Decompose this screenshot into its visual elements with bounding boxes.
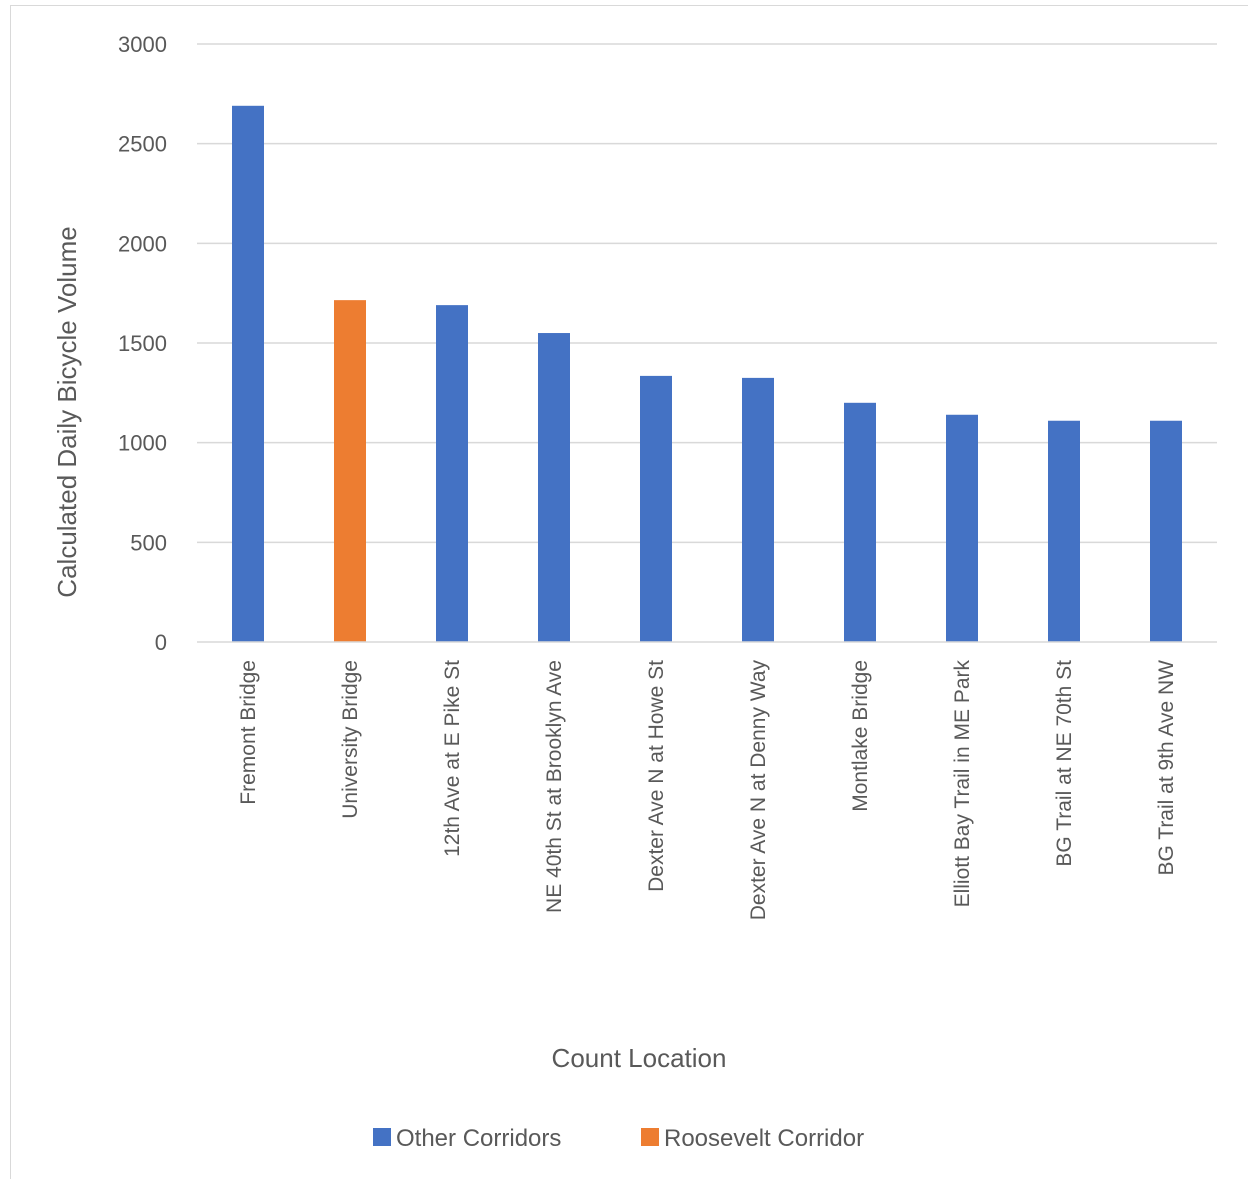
y-tick-label: 3000 bbox=[118, 32, 167, 57]
legend-swatch bbox=[373, 1128, 391, 1146]
x-tick-label: Montlake Bridge bbox=[849, 660, 872, 812]
x-tick-label: University Bridge bbox=[339, 660, 362, 819]
bars bbox=[232, 105, 1182, 642]
bar bbox=[538, 333, 570, 642]
y-tick-label: 1500 bbox=[118, 331, 167, 356]
y-tick-label: 1000 bbox=[118, 431, 167, 456]
x-axis-ticks: Fremont Bridge University Bridge 12th Ave … bbox=[237, 660, 1178, 921]
y-tick-label: 500 bbox=[130, 530, 167, 555]
x-tick-label: Fremont Bridge bbox=[237, 660, 260, 805]
x-tick-label: Dexter Ave N at Denny Way bbox=[747, 660, 770, 921]
bar bbox=[436, 305, 468, 642]
bar bbox=[742, 377, 774, 642]
y-axis-title: Calculated Daily Bicycle Volume bbox=[52, 226, 82, 597]
x-tick-label: Elliott Bay Trail in ME Park bbox=[951, 660, 974, 908]
bar bbox=[1048, 420, 1080, 642]
legend-swatch bbox=[641, 1128, 659, 1146]
chart-frame bbox=[10, 5, 1248, 1179]
x-axis-title: Count Location bbox=[552, 1043, 727, 1073]
legend-label: Other Corridors bbox=[396, 1125, 561, 1152]
y-tick-label: 2000 bbox=[118, 231, 167, 256]
bar bbox=[232, 105, 264, 642]
bar bbox=[946, 414, 978, 642]
x-tick-label: NE 40th St at Brooklyn Ave bbox=[543, 660, 566, 913]
x-tick-label: 12th Ave at E Pike St bbox=[441, 660, 464, 857]
y-tick-label: 2500 bbox=[118, 132, 167, 157]
bar bbox=[640, 375, 672, 642]
bar bbox=[334, 300, 366, 642]
legend: Other Corridors Roosevelt Corridor bbox=[373, 1125, 864, 1152]
bar bbox=[844, 402, 876, 642]
gridlines bbox=[197, 43, 1217, 544]
y-axis-ticks: 0 500 1000 1500 2000 2500 3000 bbox=[118, 32, 167, 655]
x-tick-label: BG Trail at NE 70th St bbox=[1053, 660, 1076, 867]
x-tick-label: Dexter Ave N at Howe St bbox=[645, 660, 668, 892]
legend-label: Roosevelt Corridor bbox=[664, 1125, 864, 1152]
y-tick-label: 0 bbox=[155, 630, 167, 655]
x-tick-label: BG Trail at 9th Ave NW bbox=[1155, 660, 1178, 876]
bar bbox=[1150, 420, 1182, 642]
